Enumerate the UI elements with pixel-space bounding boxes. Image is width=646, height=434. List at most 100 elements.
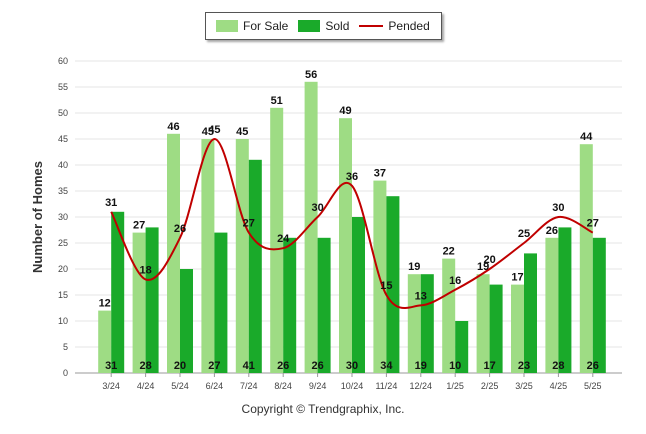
label-for-sale: 51 (271, 95, 283, 107)
label-sold: 26 (277, 360, 289, 372)
y-tick-label: 40 (58, 160, 68, 170)
bar-sold (386, 196, 400, 373)
bar-sold (111, 211, 125, 373)
bar-for-sale (476, 274, 490, 373)
legend-label-for-sale: For Sale (243, 19, 289, 33)
x-tick-label: 8/24 (274, 381, 292, 391)
bar-sold (283, 237, 297, 373)
bar-sold (558, 227, 572, 373)
x-tick-label: 11/24 (375, 381, 397, 391)
label-for-sale: 45 (202, 126, 214, 138)
legend-item-for-sale[interactable]: For Sale (216, 19, 288, 33)
label-pended: 26 (174, 223, 186, 235)
legend-item-pended[interactable]: Pended (359, 19, 430, 33)
x-tick-label: 12/24 (410, 381, 433, 391)
label-sold: 10 (449, 360, 461, 372)
label-for-sale: 27 (133, 220, 145, 232)
bar-for-sale (407, 274, 421, 373)
label-pended: 30 (552, 202, 564, 214)
x-tick-label: 4/24 (137, 381, 155, 391)
bar-for-sale (545, 237, 559, 373)
label-sold: 27 (208, 360, 220, 372)
label-sold: 30 (346, 360, 358, 372)
legend: For Sale Sold Pended (205, 12, 442, 40)
x-tick-label: 7/24 (240, 381, 258, 391)
legend-swatch-pended (359, 25, 384, 27)
label-sold: 31 (105, 360, 117, 372)
data-labels: 12 31 27 28 46 20 45 27 45 41 51 26 56 26 49 30 37 34 19 19… (99, 69, 599, 372)
label-pended: 36 (346, 171, 358, 183)
label-pended: 27 (587, 218, 599, 230)
y-tick-label: 30 (58, 212, 68, 222)
bar-sold (455, 321, 469, 373)
x-tick-label: 5/24 (171, 381, 189, 391)
bar-for-sale (132, 232, 146, 373)
y-tick-label: 50 (58, 108, 68, 118)
y-tick-label: 0 (63, 368, 68, 378)
label-pended: 15 (380, 280, 392, 292)
bar-sold (592, 237, 606, 373)
bar-for-sale (98, 310, 112, 373)
label-pended: 25 (518, 228, 530, 240)
x-tick-label: 4/25 (550, 381, 568, 391)
label-pended: 30 (311, 202, 323, 214)
bar-sold (420, 274, 434, 373)
x-tick-label: 2/25 (481, 381, 499, 391)
bar-for-sale (235, 139, 249, 373)
label-for-sale: 44 (580, 131, 593, 143)
legend-label-pended: Pended (388, 19, 430, 33)
x-tick-label: 6/24 (206, 381, 224, 391)
x-tick-label: 1/25 (446, 381, 464, 391)
bars (98, 81, 606, 374)
label-pended: 18 (139, 264, 151, 276)
label-sold: 28 (552, 360, 564, 372)
label-for-sale: 56 (305, 69, 317, 81)
bar-for-sale (304, 81, 318, 374)
x-tick-label: 3/25 (515, 381, 533, 391)
label-for-sale: 17 (511, 272, 523, 284)
label-sold: 26 (311, 360, 323, 372)
bar-sold (489, 284, 503, 373)
label-sold: 26 (587, 360, 599, 372)
bar-sold (317, 237, 331, 373)
bar-for-sale (442, 258, 456, 373)
label-sold: 41 (243, 360, 255, 372)
bar-sold (352, 217, 365, 373)
label-pended: 45 (208, 124, 220, 136)
x-axis: 3/24 4/24 5/24 6/24 7/24 8/24 9/24 10/24 11/24 12… (102, 373, 602, 391)
y-tick-label: 45 (58, 134, 68, 144)
label-for-sale: 19 (408, 261, 420, 273)
legend-swatch-for-sale (216, 20, 238, 32)
label-for-sale: 37 (374, 168, 386, 180)
label-for-sale: 12 (99, 298, 111, 310)
label-for-sale: 19 (477, 261, 489, 273)
label-sold: 19 (415, 360, 427, 372)
label-pended: 13 (415, 290, 427, 302)
y-tick-label: 15 (58, 290, 68, 300)
label-pended: 27 (243, 218, 255, 230)
bar-for-sale (511, 284, 524, 373)
bar-for-sale (339, 118, 352, 373)
copyright-text: Copyright © Trendgraphix, Inc. (241, 402, 405, 416)
x-tick-label: 9/24 (309, 381, 327, 391)
y-tick-label: 25 (58, 238, 68, 248)
x-tick-label: 5/25 (584, 381, 602, 391)
y-tick-label: 35 (58, 186, 68, 196)
label-sold: 20 (174, 360, 186, 372)
bar-sold (524, 253, 537, 373)
pended-line-path (110, 137, 594, 309)
label-sold: 17 (483, 360, 495, 372)
bar-sold (180, 269, 193, 373)
y-axis: 0 5 10 15 20 25 30 35 40 45 50 55 60 (58, 56, 68, 378)
label-for-sale: 45 (236, 126, 248, 138)
y-tick-label: 20 (58, 264, 68, 274)
label-pended: 20 (483, 254, 495, 266)
legend-label-sold: Sold (325, 19, 350, 33)
legend-item-sold[interactable]: Sold (298, 19, 349, 33)
bar-sold (214, 232, 228, 373)
label-pended: 24 (277, 233, 290, 245)
label-sold: 28 (139, 360, 151, 372)
bar-for-sale (579, 144, 593, 373)
bar-sold (145, 227, 159, 373)
